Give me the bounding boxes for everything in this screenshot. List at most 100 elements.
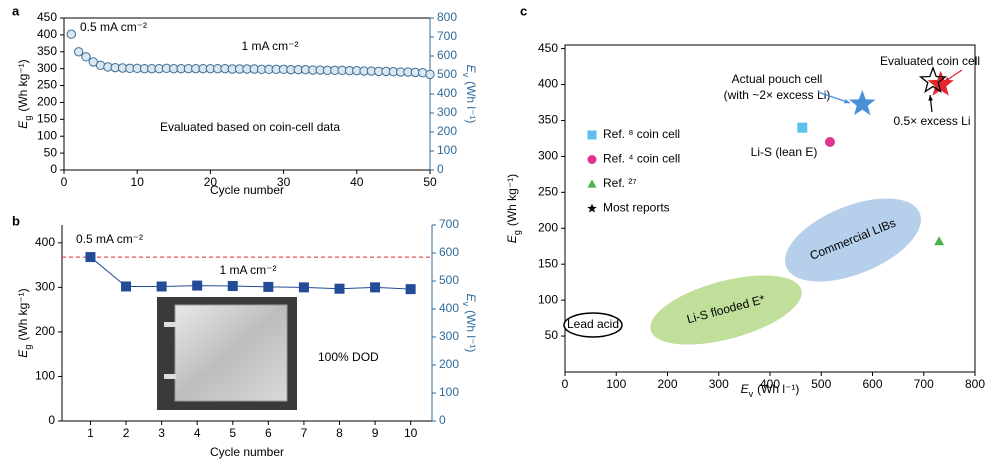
marker xyxy=(824,137,835,148)
x-tick-label: 700 xyxy=(914,377,934,391)
x-tick-label: 0 xyxy=(562,377,569,391)
x-axis-label-unit: (Wh l⁻¹) xyxy=(757,382,799,396)
y2-axis-label-symbol: E xyxy=(464,65,478,74)
marker xyxy=(73,47,84,57)
x-tick-label: 500 xyxy=(811,377,831,391)
y-tick-label: 150 xyxy=(37,112,57,126)
y-tick-label: 400 xyxy=(37,27,57,41)
marker xyxy=(66,29,77,39)
tab xyxy=(164,322,176,327)
y-axis-label: Eg (Wh kg⁻¹) xyxy=(16,59,33,128)
y-axis-label: Eg (Wh kg⁻¹) xyxy=(16,288,33,357)
x-tick-label: 300 xyxy=(709,377,729,391)
x-tick-label: 8 xyxy=(336,426,343,440)
y-tick-label: 250 xyxy=(37,78,57,92)
y-tick-label: 400 xyxy=(35,235,55,249)
marker xyxy=(227,281,238,292)
x-tick-label: 400 xyxy=(760,377,780,391)
x-tick-label: 10 xyxy=(131,175,145,189)
panel-label: b xyxy=(12,213,20,228)
region xyxy=(563,312,623,338)
x-axis-label-symbol: E xyxy=(741,382,750,396)
annotation: Evaluated based on coin-cell data xyxy=(160,120,340,134)
x-tick-label: 40 xyxy=(350,175,364,189)
y-tick-label: 100 xyxy=(37,128,57,142)
arrow-head xyxy=(944,76,950,82)
highlight-star xyxy=(849,90,876,116)
x-tick-label: 4 xyxy=(194,426,201,440)
marker xyxy=(797,122,808,133)
y2-tick-label: 300 xyxy=(439,329,459,343)
y2-tick-label: 400 xyxy=(437,86,457,100)
y2-axis-label: Ev (Wh l⁻¹) xyxy=(461,65,478,124)
x-tick-label: 100 xyxy=(606,377,626,391)
x-tick-label: 10 xyxy=(404,426,418,440)
y-axis-label-subscript: g xyxy=(23,345,33,350)
y-tick-label: 0 xyxy=(50,162,57,176)
y-tick-label: 50 xyxy=(545,328,559,342)
annotation: 100% DOD xyxy=(318,350,379,364)
arrow-head xyxy=(928,95,933,101)
x-tick-label: 2 xyxy=(123,426,130,440)
legend-label: Ref. ²⁷ xyxy=(603,176,637,190)
y2-tick-label: 0 xyxy=(439,413,446,427)
highlight-label: 0.5× excess Li xyxy=(893,114,970,128)
marker xyxy=(405,284,416,295)
y-axis-label-subscript: g xyxy=(512,230,522,235)
x-tick-label: 50 xyxy=(423,175,437,189)
y-tick-label: 200 xyxy=(37,95,57,109)
y2-axis-label-unit: (Wh l⁻¹) xyxy=(464,310,478,352)
y-axis-label: Eg (Wh kg⁻¹) xyxy=(505,174,522,243)
y2-tick-label: 500 xyxy=(437,67,457,81)
y-tick-label: 200 xyxy=(538,220,558,234)
y2-axis-label: Ev (Wh l⁻¹) xyxy=(461,294,478,353)
annotation: 0.5 mA cm⁻² xyxy=(80,20,147,34)
x-tick-label: 200 xyxy=(657,377,677,391)
tab xyxy=(164,374,176,379)
x-tick-label: 3 xyxy=(158,426,165,440)
panel-label: a xyxy=(12,3,20,18)
y2-tick-label: 600 xyxy=(437,48,457,62)
y2-tick-label: 200 xyxy=(437,124,457,138)
y2-tick-label: 500 xyxy=(439,273,459,287)
y-tick-label: 300 xyxy=(37,61,57,75)
region xyxy=(650,275,802,345)
marker xyxy=(81,52,91,62)
marker xyxy=(156,281,167,292)
y-tick-label: 300 xyxy=(35,280,55,294)
x-tick-label: 20 xyxy=(204,175,218,189)
y-axis-label-unit: (Wh kg⁻¹) xyxy=(16,59,30,111)
marker xyxy=(192,280,203,291)
x-tick-label: 1 xyxy=(87,426,94,440)
y-tick-label: 100 xyxy=(538,292,558,306)
y-tick-label: 450 xyxy=(538,41,558,55)
y-tick-label: 50 xyxy=(44,145,58,159)
annotation: 1 mA cm⁻² xyxy=(241,39,298,53)
x-tick-label: 800 xyxy=(965,377,985,391)
region xyxy=(785,198,921,282)
y-axis-label-unit: (Wh kg⁻¹) xyxy=(16,288,30,340)
y2-axis-label-unit: (Wh l⁻¹) xyxy=(464,81,478,123)
marker xyxy=(334,283,345,294)
y2-tick-label: 600 xyxy=(439,245,459,259)
y-axis-label-unit: (Wh kg⁻¹) xyxy=(505,174,519,226)
y2-tick-label: 800 xyxy=(437,10,457,24)
legend-marker xyxy=(587,130,597,140)
marker xyxy=(263,281,274,292)
y2-tick-label: 400 xyxy=(439,301,459,315)
y-tick-label: 150 xyxy=(538,256,558,270)
marker xyxy=(934,236,945,246)
legend-marker xyxy=(587,179,597,188)
y-tick-label: 350 xyxy=(37,44,57,58)
x-tick-label: 600 xyxy=(862,377,882,391)
x-tick-label: 7 xyxy=(301,426,308,440)
y-tick-label: 200 xyxy=(35,324,55,338)
x-axis-label: Cycle number xyxy=(210,183,284,197)
cell-photo xyxy=(157,297,297,410)
x-axis-label-subscript: v xyxy=(749,389,754,399)
y2-tick-label: 700 xyxy=(437,29,457,43)
y2-axis-label-subscript: v xyxy=(461,302,471,307)
y2-axis-label-subscript: v xyxy=(461,73,471,78)
legend-label: Most reports xyxy=(603,201,670,215)
